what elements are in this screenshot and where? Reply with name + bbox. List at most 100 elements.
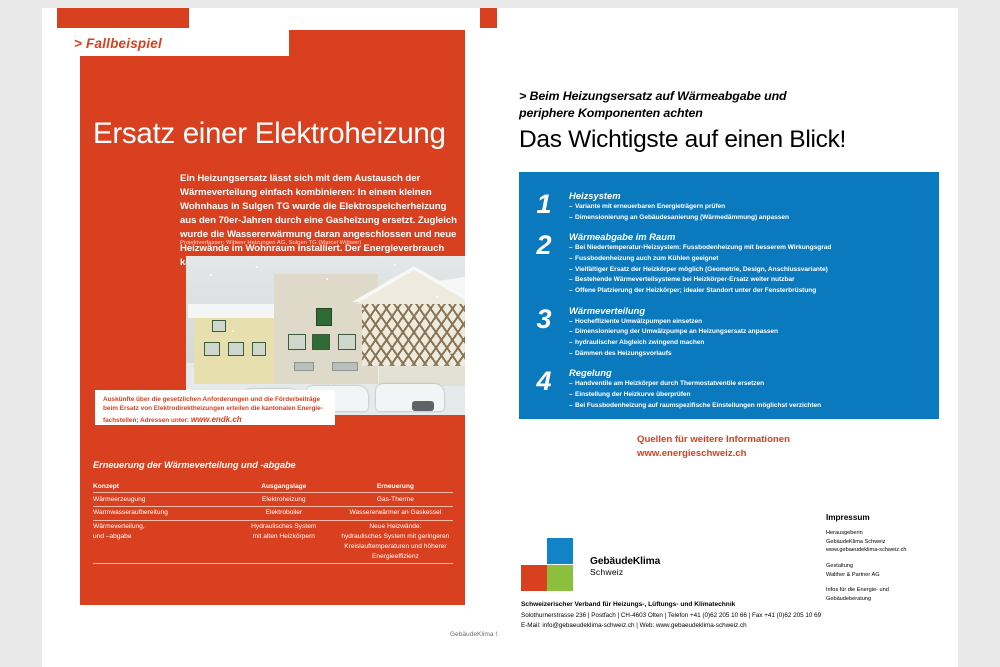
checklist-number: 3: [536, 303, 552, 334]
impressum-line: Walther & Partner AG: [826, 571, 880, 578]
right-title: Das Wichtigste auf einen Blick!: [519, 126, 847, 153]
right-kicker-line-1: > Beim Heizungsersatz auf Wärmeabgabe un…: [519, 89, 787, 103]
panel-notch: [80, 30, 289, 56]
bullet-text: Dimensionierung an Gebäudesanierung (Wär…: [575, 213, 789, 221]
cell-ausgangslage: Elektroheizung: [229, 492, 338, 507]
cell-erneuerung: Wassererwärmer an Gaskessel: [337, 506, 453, 521]
window-icon: [288, 334, 306, 350]
snowflake-icon: [436, 296, 438, 298]
checklist-item-title: Heizsystem: [569, 190, 621, 201]
checklist-body: Wärmeabgabe im Raum – Bei Niedertemperatu…: [569, 231, 939, 296]
checklist-bullet: – Handventile am Heizkörper durch Thermos…: [569, 380, 765, 388]
checklist-number: 1: [536, 189, 552, 219]
left-headline: Ersatz einer Elektroheizung: [93, 117, 446, 150]
table-title: Erneuerung der Wärmeverteilung und -abga…: [93, 460, 296, 470]
association-address: Schweizerischer Verband für Heizungs-, L…: [521, 600, 951, 631]
project-credit: Projektverfasser: Wittwer Heizungen AG, …: [180, 240, 362, 246]
logo-subtitle: Schweiz: [590, 567, 624, 577]
info-line-1: Auskünfte über die gesetzlichen Anforder…: [103, 396, 321, 403]
table-row: Wärmeverteilung, und –abgabe Hydraulisch…: [93, 520, 453, 565]
snowflake-icon: [450, 352, 452, 354]
checklist-item: 1 Heizsystem – Variante mit erneuerbaren …: [519, 172, 939, 223]
impressum-line: Gebäudeberatung: [826, 595, 872, 602]
bullet-text: Fussbodenheizung auch zum Kühlen geeigne…: [575, 255, 719, 263]
photo-neighbour-roof: [188, 304, 280, 318]
window-icon: [252, 342, 266, 356]
checklist: 1 Heizsystem – Variante mit erneuerbaren …: [519, 172, 939, 411]
impressum-infos: Infos für die Energie- und Gebäudeberatu…: [826, 586, 956, 603]
cell-line: Neue Heizwände:: [369, 523, 422, 531]
logo-blue-square: [547, 538, 573, 564]
checklist-item-title: Wärmeabgabe im Raum: [569, 231, 676, 243]
photo-main-house: [274, 266, 465, 384]
checklist-bullet: – Dimensionierung der Umwälzpumpe an Heiz…: [569, 328, 779, 336]
checklist-bullet: – Variante mit erneuerbaren Energieträger…: [569, 203, 726, 210]
logo-name: GebäudeKlima: [590, 556, 661, 567]
snowflake-icon: [232, 330, 234, 332]
checklist-bullet: – Fussbodenheizung auch zum Kühlen geeign…: [569, 255, 719, 263]
checklist-body: Wärmeverteilung – Hocheffiziente Umwälzpu…: [569, 305, 939, 360]
checklist-bullet: – Hocheffiziente Umwälzpumpen einsetzen: [569, 317, 703, 325]
impressum-publisher: Herausgeberin GebäudeKlima Schweiz www.g…: [826, 529, 956, 555]
cell-erneuerung: Gas-Therme: [337, 492, 453, 507]
checklist-bullet: – Dimensionierung an Gebäudesanierung (Wä…: [569, 213, 789, 221]
bullet-text: Bei Fussbodenheizung auf raumspezifische…: [575, 401, 822, 409]
bullet-text: Handventile am Heizkörper durch Thermost…: [575, 380, 765, 388]
window-icon: [312, 334, 330, 350]
address-line-2: Solothurnerstrasse 236 | Postfach | CH-4…: [521, 611, 822, 619]
checklist-body: Heizsystem – Variante mit erneuerbaren En…: [569, 190, 939, 223]
snowflake-icon: [362, 308, 364, 310]
checklist-item: 3 Wärmeverteilung – Hocheffiziente Umwälz…: [519, 297, 939, 360]
bullet-text: Offene Platzierung der Heizkörper; ideal…: [575, 287, 817, 295]
cell-line: hydraulisches System mit geringeren: [341, 533, 450, 541]
endk-link[interactable]: www.endk.ch: [190, 414, 242, 424]
impressum-line: Infos für die Energie- und: [826, 587, 889, 594]
window-icon: [332, 362, 358, 371]
impressum-design: Gestaltung Walther & Partner AG: [826, 562, 956, 579]
snowflake-icon: [256, 266, 258, 268]
cell-line: mit alten Heizkörpern: [252, 533, 315, 541]
top-tab-bar-left: [57, 8, 189, 28]
cell-erneuerung: Neue Heizwände: hydraulisches System mit…: [337, 520, 453, 565]
impressum-website-link[interactable]: www.gebaeudeklima-schweiz.ch: [826, 547, 907, 554]
checklist-bullet: – Vielfältiger Ersatz der Heizkörper mögl…: [569, 265, 828, 273]
gebaeudeklima-logo: [521, 538, 581, 591]
impressum-heading: Impressum: [826, 513, 870, 522]
legal-info-box: Auskünfte über die gesetzlichen Anforder…: [95, 390, 335, 425]
snowflake-icon: [326, 278, 328, 280]
photo-car-wheel-area: [412, 401, 434, 411]
bullet-text: Bestehende Wärmeverteilsysteme bei Heizk…: [575, 276, 795, 284]
impressum-line: Gestaltung: [826, 562, 854, 569]
cell-line: und –abgabe: [93, 533, 132, 541]
checklist-bullet: – hydraulischer Abgleich zwingend machen: [569, 339, 705, 347]
window-icon: [204, 342, 220, 356]
table-row: Warmwasseraufbereitung Elektroboiler Was…: [93, 506, 453, 521]
bullet-text: Variante mit erneuerbaren Energieträgern…: [575, 203, 726, 210]
col-header-konzept: Konzept: [93, 483, 230, 493]
bullet-text: hydraulischer Abgleich zwingend machen: [575, 339, 705, 347]
cell-line: Kreislauftemperaturen und höherer: [344, 543, 447, 551]
right-kicker-line-2: periphere Komponenten achten: [519, 105, 703, 120]
photo-neighbour-house: [194, 316, 274, 384]
window-icon: [228, 342, 244, 356]
window-icon: [338, 334, 356, 350]
window-icon: [212, 320, 226, 332]
table-row: Wärmeerzeugung Elektroheizung Gas-Therme: [93, 492, 453, 507]
window-icon: [316, 308, 332, 326]
bullet-text: Dimensionierung der Umwälzpumpe an Heizu…: [575, 328, 779, 336]
snowflake-icon: [394, 264, 396, 266]
address-line-1: Schweizerischer Verband für Heizungs-, L…: [521, 601, 736, 608]
checklist-number: 2: [536, 230, 552, 261]
case-study-photo: [186, 256, 465, 415]
bullet-text: Einstellung der Heizkurve überprüfen: [575, 391, 691, 399]
info-line-2: beim Ersatz von Elektrodirektheizungen e…: [103, 405, 323, 413]
checklist-bullet: – Einstellung der Heizkurve überprüfen: [569, 391, 691, 399]
cell-konzept: Warmwasseraufbereitung: [93, 506, 230, 521]
bullet-text: Bei Niedertemperatur-Heizsystem: Fussbod…: [575, 244, 832, 252]
impressum-line: Herausgeberin: [826, 530, 863, 536]
checklist-bullet: – Bei Fussbodenheizung auf raumspezifisch…: [569, 401, 822, 409]
energieschweiz-link[interactable]: www.energieschweiz.ch: [637, 447, 747, 459]
bullet-text: Dämmen des Heizungsvorlaufs: [575, 349, 672, 357]
checklist-panel: [519, 172, 939, 419]
